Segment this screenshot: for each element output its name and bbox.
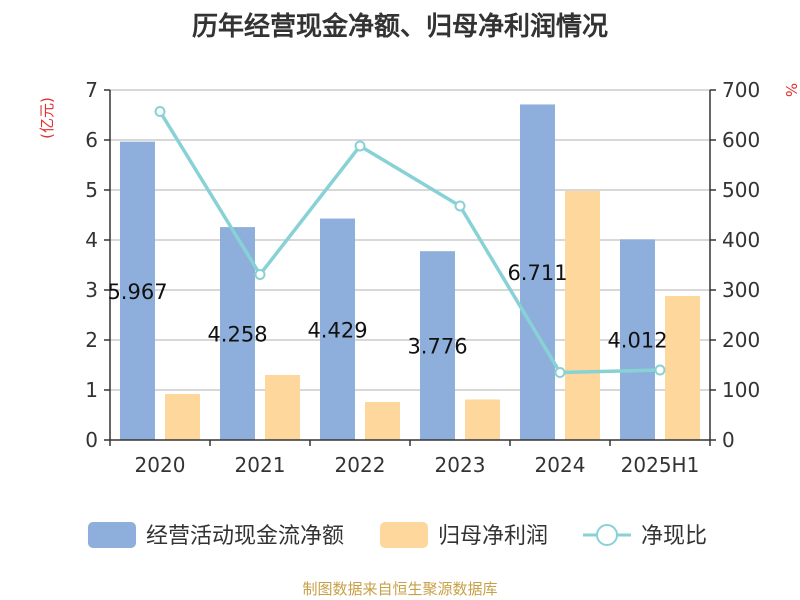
axes: 0 1 2 3 4 5 6 7 0 100 200 300 400 500 600 700 2020 2021 20… [85,78,760,477]
ratio-line-path [158,110,661,375]
ratio-point [454,200,466,212]
legend-marker [596,524,618,546]
left-tick-label: 4 [85,228,98,252]
right-tick-label: 500 [722,178,760,202]
left-axis-unit: (亿元) [38,97,56,139]
left-tick-label: 5 [85,178,98,202]
ratio-point [654,364,666,376]
profit-bar [465,399,500,440]
right-tick-label: 0 [722,428,735,452]
source-note: 制图数据来自恒生聚源数据库 [302,580,498,598]
data-labels: 5.967 4.258 4.429 3.776 6.711 4.012 [107,261,667,358]
cashflow-bar [420,251,455,440]
right-tick-label: 700 [722,78,760,102]
bar-value-label: 3.776 [407,335,467,359]
left-tick-label: 1 [85,378,98,402]
profit-bar [265,375,300,440]
ratio-point [254,269,266,280]
x-tick-label: 2022 [335,453,386,477]
left-tick-label: 0 [85,428,98,452]
legend-label: 经营活动现金流净额 [146,524,344,549]
left-tick-label: 6 [85,128,98,152]
right-tick-label: 400 [722,228,760,252]
right-tick-label: 100 [722,378,760,402]
right-tick-label: 200 [722,328,760,352]
bar-value-label: 4.258 [207,323,267,347]
bar-value-label: 6.711 [507,261,567,285]
x-tick-label: 2024 [535,453,586,477]
legend-label: 净现比 [641,524,707,549]
left-tick-label: 7 [85,78,98,102]
ratio-point [554,367,566,378]
bars [120,104,700,440]
right-tick-label: 300 [722,278,760,302]
grid-lines [110,89,710,391]
x-tick-label: 2021 [235,453,286,477]
ratio-line [154,106,666,378]
x-tick-label: 2020 [135,453,186,477]
legend-swatch [380,522,428,548]
ratio-point [354,140,366,152]
bar-value-label: 4.012 [607,329,667,353]
x-tick-label: 2025H1 [621,453,700,477]
legend: 经营活动现金流净额 归母净利润 净现比 [88,522,707,549]
profit-bar [565,191,600,440]
legend-swatch [88,522,136,548]
cashflow-bar [120,141,155,440]
legend-label: 归母净利润 [438,524,548,549]
ratio-point [154,106,166,117]
profit-bar [665,296,700,440]
cashflow-bar [320,218,355,440]
bar-value-label: 5.967 [107,280,167,304]
profit-bar [365,402,400,440]
cashflow-bar [620,239,655,440]
cashflow-bar [520,104,555,440]
right-tick-label: 600 [722,128,760,152]
bar-value-label: 4.429 [307,318,367,342]
profit-bar [165,394,200,440]
right-axis-unit: % [782,83,800,97]
left-tick-label: 3 [85,278,98,302]
cashflow-bar [220,227,255,440]
x-tick-label: 2023 [435,453,486,477]
chart-title: 历年经营现金净额、归母净利润情况 [191,12,608,42]
left-tick-label: 2 [85,328,98,352]
